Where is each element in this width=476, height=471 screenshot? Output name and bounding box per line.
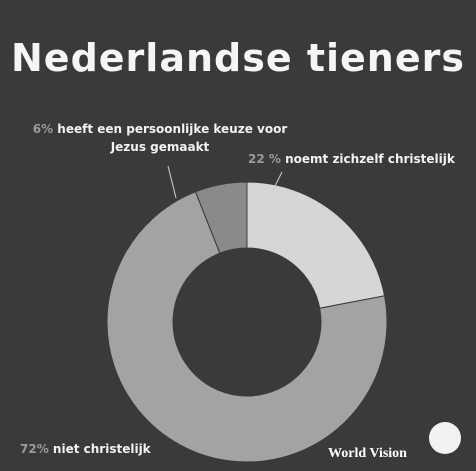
youth-logo	[429, 422, 461, 454]
chart-title: Nederlandse tieners	[11, 36, 465, 80]
category-label: noemt zichzelf christelijk	[285, 152, 455, 166]
donut-segment	[106, 191, 388, 463]
category-label: niet christelijk	[52, 442, 151, 456]
segment-label: 72% niet christelijk	[20, 440, 220, 458]
value-label: 6%	[32, 122, 54, 136]
category-label: heeft een persoonlijke keuze voor Jezus …	[57, 122, 288, 154]
segment-label: 22 % noemt zichzelf christelijk	[248, 150, 473, 168]
value-label: 22 %	[248, 152, 281, 166]
segment-label: 6% heeft een persoonlijke keuze voor Jez…	[30, 120, 290, 156]
leader-line	[167, 165, 177, 199]
value-label: 72%	[20, 442, 49, 456]
logo-text: World Vision	[328, 446, 407, 461]
donut-segment	[246, 181, 386, 309]
leader-line	[269, 171, 283, 197]
